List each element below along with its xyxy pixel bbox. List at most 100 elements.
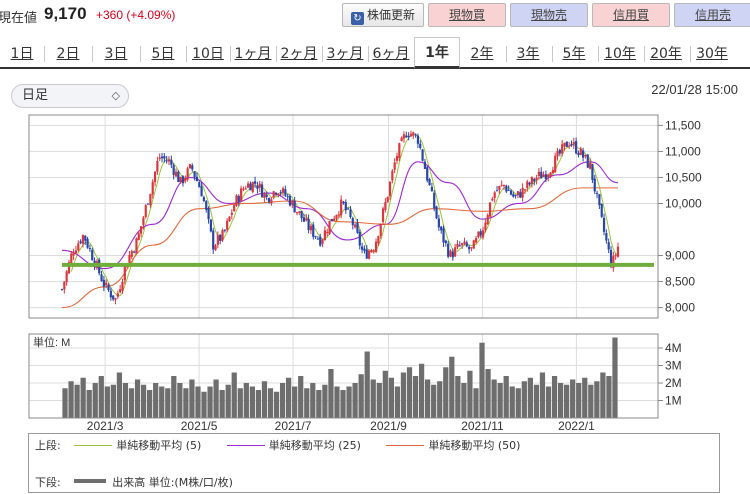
tab-5y[interactable]: 5年 <box>562 46 586 62</box>
candlestick <box>598 194 601 206</box>
tab-1m[interactable]: 1ヶ月 <box>234 46 272 62</box>
volume-bar <box>449 356 455 418</box>
legend-ma50-swatch <box>386 445 425 446</box>
candlestick <box>298 211 301 213</box>
candlestick <box>535 177 538 181</box>
candlestick <box>314 236 317 238</box>
candlestick <box>288 196 292 206</box>
tab-30y[interactable]: 30年 <box>696 46 728 62</box>
volume-bar <box>431 384 437 418</box>
margin-buy-button[interactable]: 信用買 <box>592 3 670 27</box>
volume-bar <box>388 377 394 418</box>
tab-separator <box>644 46 645 62</box>
candlestick <box>484 222 487 231</box>
candlestick <box>321 239 324 244</box>
candlestick <box>468 246 471 250</box>
tab-2m[interactable]: 2ヶ月 <box>280 46 318 62</box>
volume-bar <box>273 391 280 418</box>
tab-10d[interactable]: 10日 <box>192 46 224 62</box>
volume-bar <box>310 383 316 418</box>
volume-bar <box>165 388 171 418</box>
volume-bar <box>286 377 292 418</box>
tab-2y[interactable]: 2年 <box>470 46 494 62</box>
tab-3m[interactable]: 3ヶ月 <box>326 46 364 62</box>
tab-20y[interactable]: 20年 <box>650 46 682 62</box>
candlestick <box>193 171 196 177</box>
spot-buy-button[interactable]: 現物買 <box>428 3 506 27</box>
volume-bar <box>322 384 328 418</box>
candlestick <box>349 209 352 218</box>
volume-bar <box>292 386 298 418</box>
candlestick <box>265 194 268 197</box>
candlestick <box>605 233 608 241</box>
candlestick <box>256 185 259 189</box>
volume-bar <box>612 337 618 418</box>
volume-bar <box>400 372 407 418</box>
candlestick <box>328 221 331 235</box>
tab-5d[interactable]: 5日 <box>151 46 175 62</box>
candlestick <box>91 249 94 261</box>
margin-sell-button[interactable]: 信用売 <box>674 3 750 27</box>
volume-bar <box>576 383 582 418</box>
candlestick <box>247 183 250 188</box>
volume-bar <box>443 367 449 418</box>
tab-2d[interactable]: 2日 <box>56 46 80 62</box>
candlestick <box>274 192 278 195</box>
refresh-price-button[interactable]: ↻ 株価更新 <box>342 3 424 27</box>
candlestick <box>447 243 450 257</box>
tab-1y[interactable]: 1年 <box>414 37 460 69</box>
candlestick <box>402 134 406 139</box>
legend-ma25-swatch <box>226 445 265 446</box>
price-tick-label: 10,500 <box>665 170 702 184</box>
tab-separator <box>506 46 507 62</box>
volume-bar <box>491 379 497 418</box>
candlestick <box>477 231 480 238</box>
tab-3y[interactable]: 3年 <box>516 46 540 62</box>
candlestick <box>600 203 603 217</box>
volume-bar <box>521 381 527 418</box>
candlestick <box>72 253 75 256</box>
ma25-line <box>61 161 619 270</box>
volume-bar <box>219 390 225 418</box>
candlestick <box>395 156 399 161</box>
chevron-updown-icon: ◇ <box>111 89 120 102</box>
tab-10y[interactable]: 10年 <box>604 46 636 62</box>
candlestick <box>242 188 245 190</box>
candlestick <box>519 192 522 198</box>
candlestick <box>74 250 78 254</box>
candlestick <box>381 208 385 222</box>
quote-row: 現在値 9,170 +360 (+4.09%) ↻ 株価更新 現物買 現物売 信用… <box>0 0 750 32</box>
candlestick <box>481 230 485 238</box>
candlestick <box>233 205 236 212</box>
candlestick <box>542 174 545 177</box>
candlestick <box>123 265 126 281</box>
date-tick-label: 2021/9 <box>370 419 407 433</box>
price-tick-label: 11,000 <box>665 144 701 158</box>
volume-bar <box>328 369 334 418</box>
candlestick <box>228 216 231 222</box>
volume-bar <box>171 376 177 418</box>
volume-bar <box>455 376 461 418</box>
volume-tick-label: 1M <box>665 394 682 408</box>
candle-interval-select[interactable]: 日足 ◇ <box>11 84 129 108</box>
tab-3d[interactable]: 3日 <box>104 46 128 62</box>
volume-bar <box>545 386 552 418</box>
volume-bar <box>279 383 286 418</box>
candlestick <box>577 152 580 155</box>
tab-separator <box>92 46 93 62</box>
volume-bar <box>159 386 165 418</box>
candlestick <box>60 289 64 291</box>
candlestick <box>614 255 617 257</box>
spot-sell-button[interactable]: 現物売 <box>510 3 588 27</box>
legend-volume: 出来高 単位:(M株/口/枚) <box>112 476 233 489</box>
volume-bar <box>153 383 159 418</box>
candlestick <box>291 200 294 205</box>
volume-bar <box>340 390 346 418</box>
tab-6m[interactable]: 6ヶ月 <box>372 46 410 62</box>
volume-bar <box>86 390 92 418</box>
candlestick <box>172 165 175 175</box>
candlestick <box>607 242 610 250</box>
tab-1d[interactable]: 1日 <box>10 46 34 62</box>
candlestick <box>568 145 571 147</box>
candlestick <box>139 226 143 234</box>
